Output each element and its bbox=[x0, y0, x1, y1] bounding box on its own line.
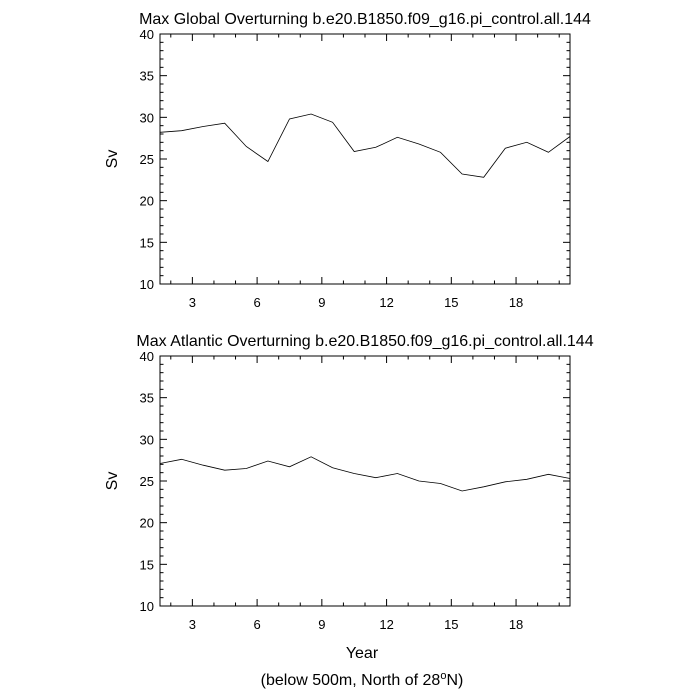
y-tick-label: 20 bbox=[140, 516, 154, 531]
y-tick-label: 40 bbox=[140, 27, 154, 42]
chart-title: Max Atlantic Overturning b.e20.B1850.f09… bbox=[136, 333, 593, 350]
y-tick-label: 35 bbox=[140, 391, 154, 406]
x-tick-label: 3 bbox=[189, 617, 196, 632]
x-tick-label: 12 bbox=[379, 617, 393, 632]
series-line bbox=[159, 456, 571, 492]
x-tick-label: 9 bbox=[318, 617, 325, 632]
y-tick-label: 25 bbox=[140, 152, 154, 167]
x-tick-label: 18 bbox=[509, 617, 523, 632]
x-tick-label: 12 bbox=[379, 295, 393, 310]
y-tick-label: 15 bbox=[140, 557, 154, 572]
y-axis-label: Sv bbox=[104, 150, 121, 169]
series-line bbox=[159, 113, 571, 178]
y-tick-label: 35 bbox=[140, 69, 154, 84]
y-tick-label: 15 bbox=[140, 235, 154, 250]
plot-frame bbox=[159, 355, 571, 607]
panel-global-overturning: Max Global Overturning b.e20.B1850.f09_g… bbox=[104, 11, 591, 310]
x-tick-label: 6 bbox=[253, 295, 260, 310]
plot-frame bbox=[159, 33, 571, 285]
x-tick-label: 15 bbox=[444, 295, 458, 310]
y-tick-label: 10 bbox=[140, 599, 154, 614]
panel-atlantic-overturning: Max Atlantic Overturning b.e20.B1850.f09… bbox=[104, 333, 594, 662]
chart-title: Max Global Overturning b.e20.B1850.f09_g… bbox=[139, 11, 591, 28]
x-tick-label: 15 bbox=[444, 617, 458, 632]
y-tick-label: 30 bbox=[140, 432, 154, 447]
footnote: (below 500m, North of 28oN) bbox=[261, 670, 464, 689]
y-tick-label: 25 bbox=[140, 474, 154, 489]
y-tick-label: 40 bbox=[140, 349, 154, 364]
x-tick-label: 6 bbox=[253, 617, 260, 632]
x-tick-label: 3 bbox=[189, 295, 196, 310]
y-tick-label: 10 bbox=[140, 277, 154, 292]
y-tick-label: 20 bbox=[140, 194, 154, 209]
y-axis-label: Sv bbox=[104, 472, 121, 491]
x-tick-label: 9 bbox=[318, 295, 325, 310]
x-tick-label: 18 bbox=[509, 295, 523, 310]
x-axis-label: Year bbox=[346, 645, 379, 662]
y-tick-label: 30 bbox=[140, 110, 154, 125]
footnote-degree-superscript: o bbox=[440, 670, 446, 682]
